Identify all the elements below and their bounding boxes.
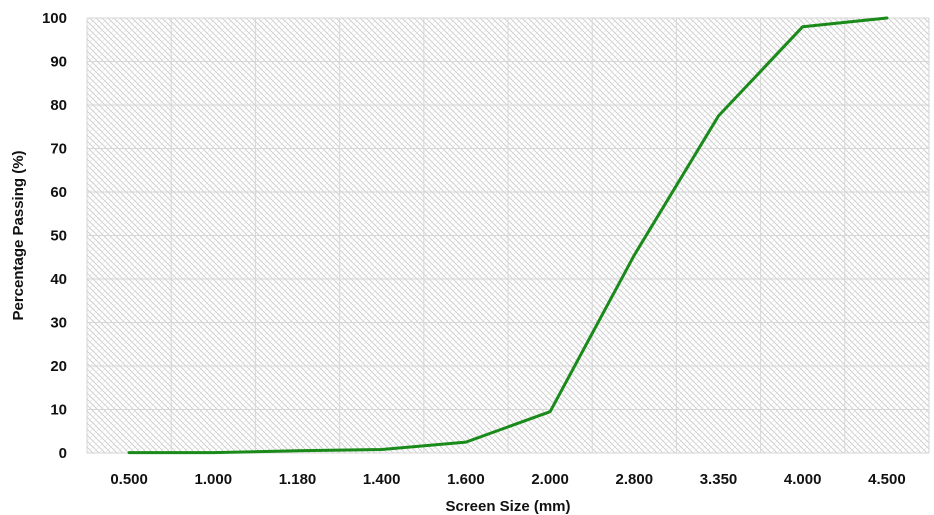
x-tick-label: 3.350 xyxy=(700,471,738,488)
data-point xyxy=(127,451,131,454)
x-tick-label: 1.400 xyxy=(363,471,401,488)
gridlines xyxy=(86,17,930,454)
x-axis-title: Screen Size (mm) xyxy=(445,498,570,515)
series-layer xyxy=(127,16,889,455)
data-point xyxy=(717,114,720,118)
x-tick-label: 1.600 xyxy=(447,471,485,488)
y-axis-title: Percentage Passing (%) xyxy=(10,150,27,320)
x-tick-label: 4.000 xyxy=(784,471,822,488)
data-point xyxy=(464,440,468,444)
x-tick-label: 2.000 xyxy=(531,471,569,488)
y-tick-label: 60 xyxy=(50,184,67,201)
x-tick-label: 4.500 xyxy=(868,471,906,488)
y-tick-label: 50 xyxy=(50,228,67,245)
x-tick-label: 0.500 xyxy=(110,471,148,488)
y-tick-label: 30 xyxy=(50,315,67,332)
x-tick-label: 1.000 xyxy=(195,471,233,488)
data-point xyxy=(380,448,383,451)
y-tick-label: 0 xyxy=(59,445,67,462)
data-point xyxy=(801,25,804,28)
y-tick-label: 100 xyxy=(42,10,67,27)
y-tick-label: 70 xyxy=(50,141,67,158)
y-tick-label: 40 xyxy=(50,271,67,288)
y-tick-label: 80 xyxy=(50,97,67,114)
data-point xyxy=(548,410,552,413)
x-tick-label: 1.180 xyxy=(279,471,317,488)
data-point xyxy=(633,253,636,257)
x-tick-label: 2.800 xyxy=(616,471,654,488)
y-tick-labels: 0 10 20 30 40 50 60 70 80 90 100 xyxy=(42,10,67,462)
x-tick-labels: 0.500 1.000 1.180 1.400 1.600 2.000 2.800 3.350… xyxy=(110,471,905,488)
y-tick-label: 20 xyxy=(50,358,67,375)
y-tick-label: 90 xyxy=(50,54,67,71)
series-line xyxy=(127,16,889,455)
data-point xyxy=(885,16,889,20)
data-point xyxy=(212,451,215,454)
y-tick-label: 10 xyxy=(50,402,67,419)
data-point xyxy=(296,449,299,453)
